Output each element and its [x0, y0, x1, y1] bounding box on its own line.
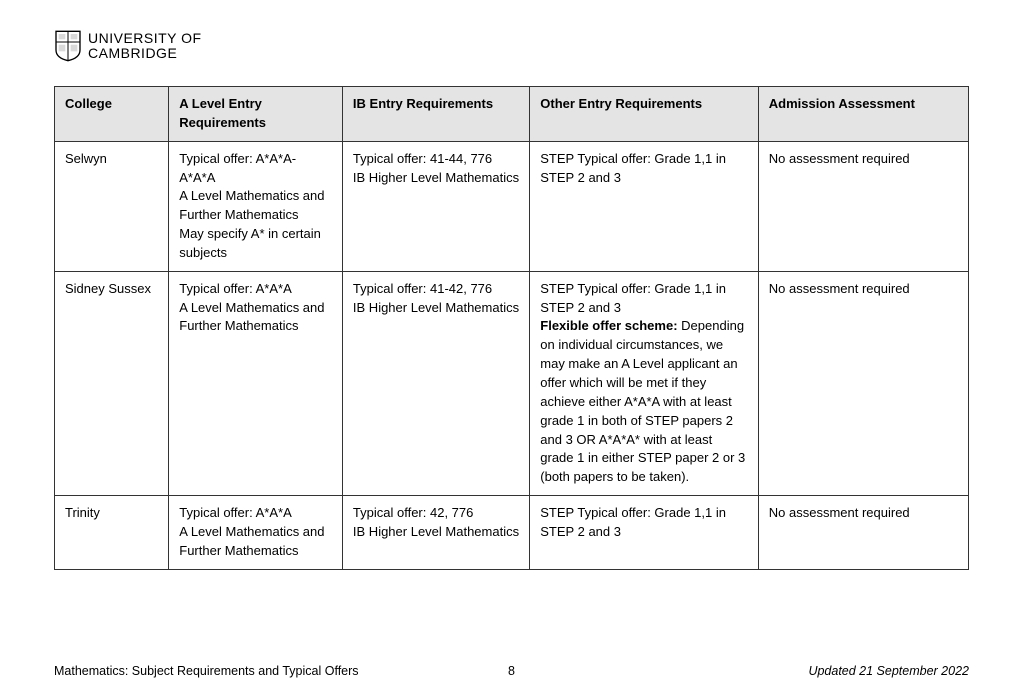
- cell-other-plain: STEP Typical offer: Grade 1,1 in STEP 2 …: [540, 151, 726, 185]
- university-title: UNIVERSITY OF CAMBRIDGE: [88, 31, 202, 60]
- cell-ib: Typical offer: 42, 776IB Higher Level Ma…: [342, 496, 529, 570]
- requirements-table: College A Level Entry Requirements IB En…: [54, 86, 969, 570]
- cell-alevel: Typical offer: A*A*AA Level Mathematics …: [169, 271, 343, 495]
- table-header-row: College A Level Entry Requirements IB En…: [55, 87, 969, 142]
- table-row: Trinity Typical offer: A*A*AA Level Math…: [55, 496, 969, 570]
- footer-title: Mathematics: Subject Requirements and Ty…: [54, 664, 359, 678]
- cell-assessment: No assessment required: [758, 271, 968, 495]
- cell-college: Sidney Sussex: [55, 271, 169, 495]
- col-header-other: Other Entry Requirements: [530, 87, 759, 142]
- cell-alevel: Typical offer: A*A*AA Level Mathematics …: [169, 496, 343, 570]
- cell-assessment: No assessment required: [758, 496, 968, 570]
- table-body: Selwyn Typical offer: A*A*A-A*A*AA Level…: [55, 141, 969, 569]
- col-header-ib: IB Entry Requirements: [342, 87, 529, 142]
- cell-college: Selwyn: [55, 141, 169, 271]
- cell-other-plain: STEP Typical offer: Grade 1,1 in STEP 2 …: [540, 281, 726, 315]
- cell-ib: Typical offer: 41-44, 776IB Higher Level…: [342, 141, 529, 271]
- university-line1: UNIVERSITY OF: [88, 31, 202, 46]
- col-header-alevel: A Level Entry Requirements: [169, 87, 343, 142]
- footer-updated: Updated 21 September 2022: [808, 664, 969, 678]
- cell-other: STEP Typical offer: Grade 1,1 in STEP 2 …: [530, 496, 759, 570]
- col-header-college: College: [55, 87, 169, 142]
- table-row: Selwyn Typical offer: A*A*A-A*A*AA Level…: [55, 141, 969, 271]
- footer-page-number: 8: [508, 664, 515, 678]
- table-row: Sidney Sussex Typical offer: A*A*AA Leve…: [55, 271, 969, 495]
- cell-college: Trinity: [55, 496, 169, 570]
- cell-ib: Typical offer: 41-42, 776IB Higher Level…: [342, 271, 529, 495]
- university-line2: CAMBRIDGE: [88, 46, 202, 61]
- cell-other-bold-label: Flexible offer scheme:: [540, 318, 677, 333]
- page-footer: Mathematics: Subject Requirements and Ty…: [54, 664, 969, 678]
- cell-assessment: No assessment required: [758, 141, 968, 271]
- cell-other: STEP Typical offer: Grade 1,1 in STEP 2 …: [530, 141, 759, 271]
- page-header: UNIVERSITY OF CAMBRIDGE: [54, 30, 969, 62]
- cell-other: STEP Typical offer: Grade 1,1 in STEP 2 …: [530, 271, 759, 495]
- cell-other-plain: STEP Typical offer: Grade 1,1 in STEP 2 …: [540, 505, 726, 539]
- col-header-assessment: Admission Assessment: [758, 87, 968, 142]
- cell-alevel: Typical offer: A*A*A-A*A*AA Level Mathem…: [169, 141, 343, 271]
- shield-icon: [54, 30, 82, 62]
- cell-other-after: Depending on individual circumstances, w…: [540, 318, 745, 484]
